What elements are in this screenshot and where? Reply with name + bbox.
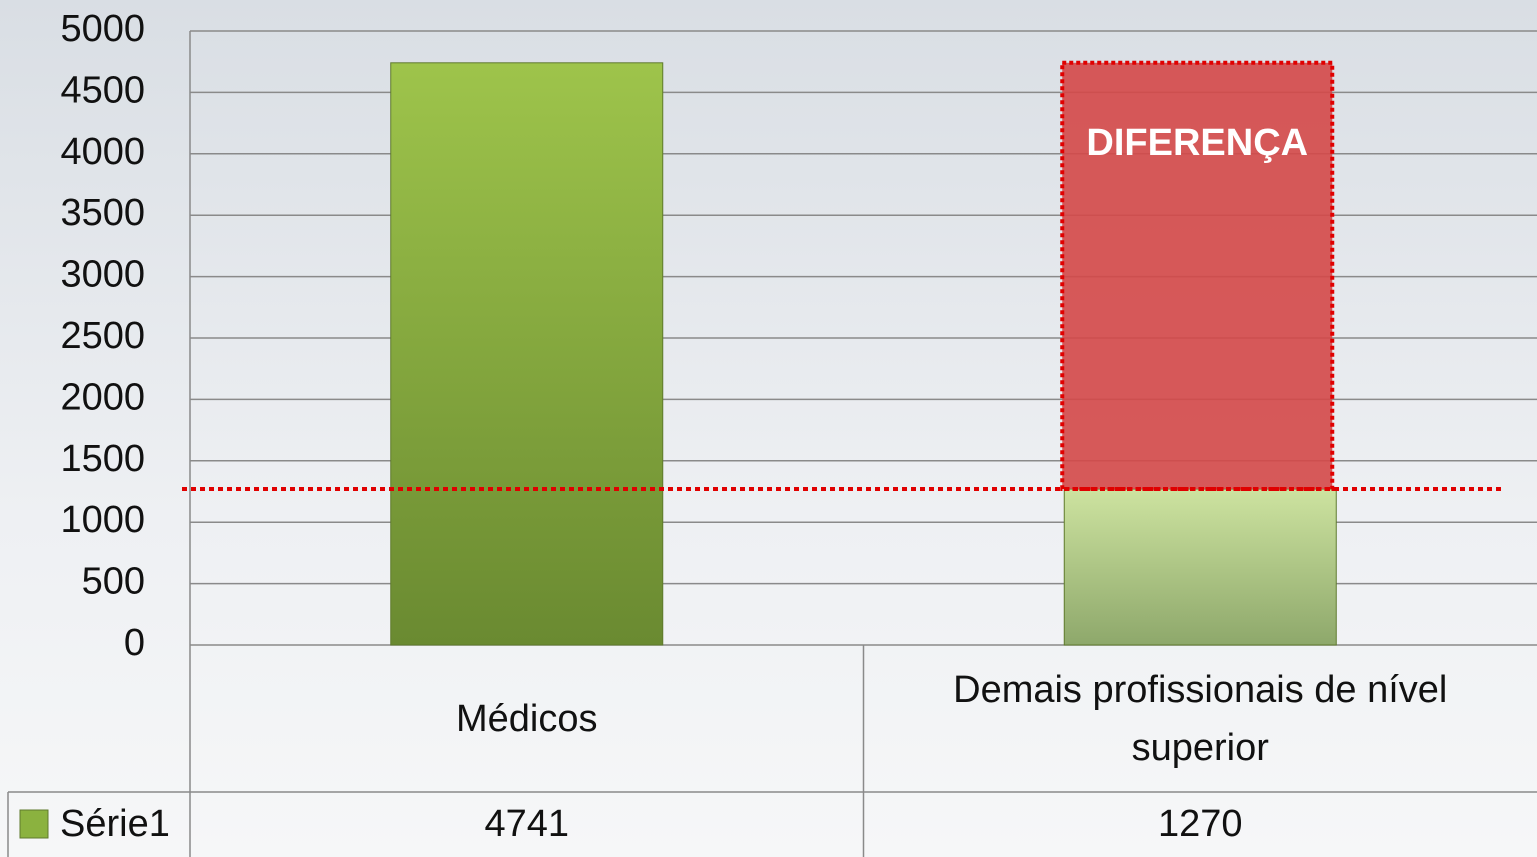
legend-label: Série1	[60, 803, 170, 845]
bar	[390, 62, 664, 646]
y-tick-label: 1500	[60, 438, 145, 480]
x-tick-label: Médicos	[456, 697, 598, 740]
y-tick-label: 500	[82, 561, 145, 603]
difference-box	[1060, 60, 1335, 492]
y-tick-label: 2000	[60, 376, 145, 418]
y-tick-label: 3000	[60, 254, 145, 296]
y-tick-label: 1000	[60, 499, 145, 541]
table-value: 1270	[1158, 803, 1243, 845]
annotation: DIFERENÇA	[1086, 122, 1308, 164]
bar	[1063, 488, 1337, 646]
table-value: 4741	[484, 803, 569, 845]
y-tick-label: 0	[124, 622, 145, 664]
y-tick-label: 5000	[60, 8, 145, 50]
y-tick-label: 4000	[60, 131, 145, 173]
y-tick-label: 4500	[60, 69, 145, 111]
x-tick-label: Demais profissionais de nível superior	[953, 668, 1448, 769]
legend-key	[19, 809, 49, 839]
y-tick-label: 2500	[60, 315, 145, 357]
y-tick-label: 3500	[60, 192, 145, 234]
